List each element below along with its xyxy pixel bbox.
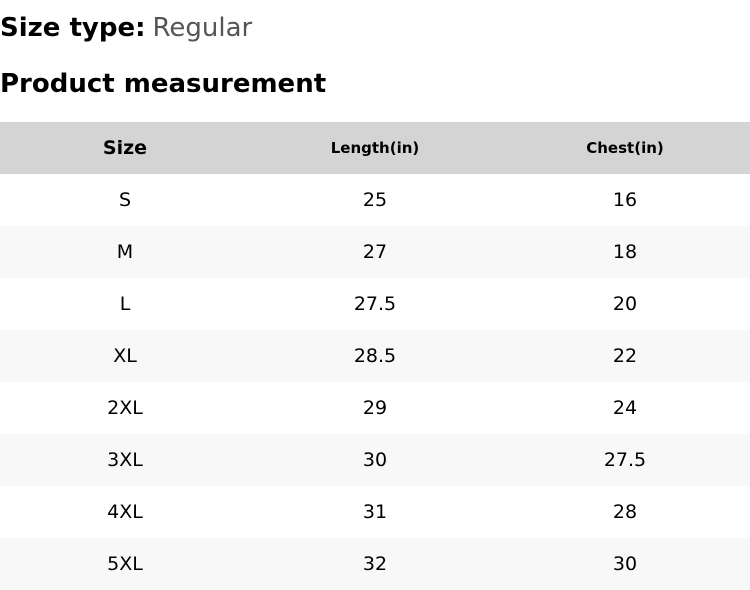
table-row: L 27.5 20 (0, 278, 750, 330)
cell-length: 30 (362, 449, 388, 471)
cell-size: 4XL (107, 501, 143, 523)
table-row: S 25 16 (0, 174, 750, 226)
header-chest: Chest(in) (586, 139, 664, 157)
cell-size: 2XL (107, 397, 143, 419)
table-row: M 27 18 (0, 226, 750, 278)
product-measurement-title: Product measurement (0, 69, 327, 99)
cell-chest: 27.5 (603, 449, 647, 471)
size-type-label: Size type: (0, 13, 146, 43)
size-type-value: Regular (152, 13, 253, 43)
table-header-row: Size Length(in) Chest(in) (0, 122, 750, 174)
cell-length: 28.5 (353, 345, 397, 367)
cell-chest: 18 (612, 241, 638, 263)
cell-size: 3XL (107, 449, 143, 471)
header-size: Size (102, 137, 148, 159)
cell-chest: 16 (612, 189, 638, 211)
cell-chest: 24 (612, 397, 638, 419)
table-row: XL 28.5 22 (0, 330, 750, 382)
cell-chest: 30 (612, 553, 638, 575)
table-row: 3XL 30 27.5 (0, 434, 750, 486)
cell-size: L (119, 293, 131, 315)
cell-length: 27.5 (353, 293, 397, 315)
cell-chest: 20 (612, 293, 638, 315)
cell-chest: 22 (612, 345, 638, 367)
table-row: 5XL 32 30 (0, 538, 750, 590)
cell-size: S (118, 189, 132, 211)
header-length: Length(in) (330, 139, 420, 157)
cell-length: 32 (362, 553, 388, 575)
cell-length: 25 (362, 189, 388, 211)
cell-length: 31 (362, 501, 388, 523)
cell-chest: 28 (612, 501, 638, 523)
cell-length: 29 (362, 397, 388, 419)
table-row: 2XL 29 24 (0, 382, 750, 434)
cell-length: 27 (362, 241, 388, 263)
cell-size: 5XL (107, 553, 143, 575)
cell-size: XL (113, 345, 137, 367)
measurement-table: Size Length(in) Chest(in) S 25 16 M 27 1… (0, 122, 750, 590)
cell-size: M (116, 241, 134, 263)
size-type-line: Size type: Regular (0, 10, 252, 46)
table-row: 4XL 31 28 (0, 486, 750, 538)
